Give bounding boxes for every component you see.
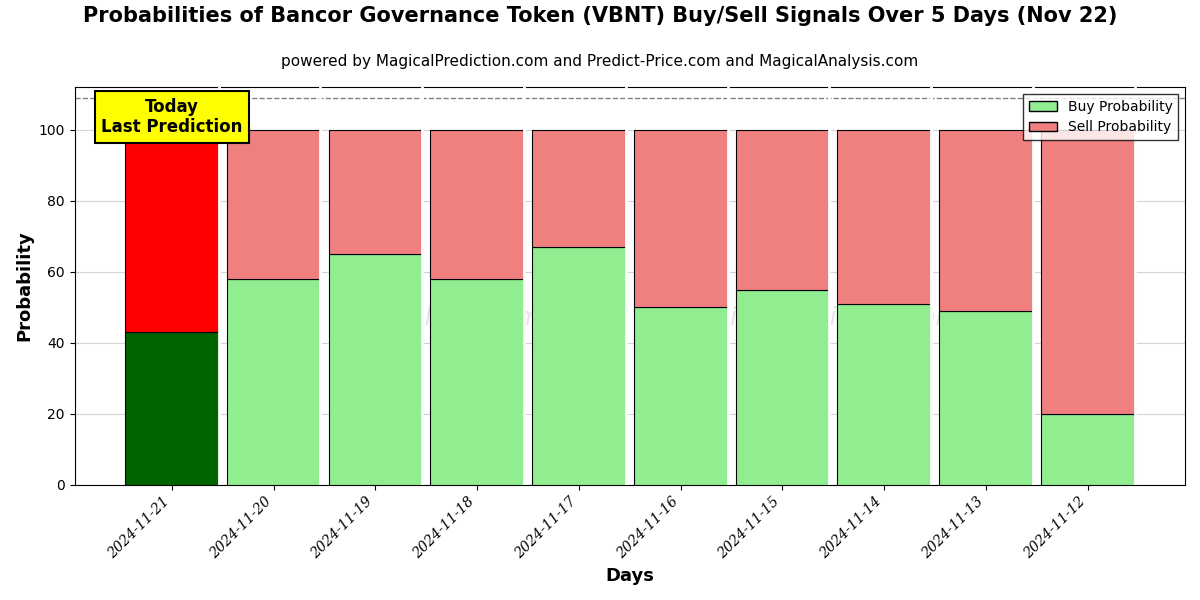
Bar — [532, 247, 625, 485]
Bar — [431, 279, 524, 485]
Text: MagicalPrediction.com: MagicalPrediction.com — [677, 306, 960, 330]
Text: calAnalysis.com: calAnalysis.com — [341, 306, 541, 330]
Bar — [532, 130, 625, 247]
Bar — [838, 304, 931, 485]
Bar — [125, 130, 218, 332]
Bar — [125, 332, 218, 485]
X-axis label: Days: Days — [605, 567, 654, 585]
Legend: Buy Probability, Sell Probability: Buy Probability, Sell Probability — [1024, 94, 1178, 140]
Bar — [329, 254, 422, 485]
Bar — [227, 130, 320, 279]
Bar — [227, 279, 320, 485]
Y-axis label: Probability: Probability — [16, 230, 34, 341]
Bar — [329, 130, 422, 254]
Text: Today
Last Prediction: Today Last Prediction — [101, 98, 242, 136]
Bar — [736, 290, 829, 485]
Bar — [634, 130, 727, 307]
Bar — [940, 130, 1033, 311]
Bar — [1040, 414, 1134, 485]
Bar — [431, 130, 524, 279]
Bar — [940, 311, 1033, 485]
Text: powered by MagicalPrediction.com and Predict-Price.com and MagicalAnalysis.com: powered by MagicalPrediction.com and Pre… — [281, 54, 919, 69]
Bar — [838, 130, 931, 304]
Bar — [736, 130, 829, 290]
Text: Probabilities of Bancor Governance Token (VBNT) Buy/Sell Signals Over 5 Days (No: Probabilities of Bancor Governance Token… — [83, 6, 1117, 26]
Bar — [1040, 130, 1134, 414]
Bar — [634, 307, 727, 485]
